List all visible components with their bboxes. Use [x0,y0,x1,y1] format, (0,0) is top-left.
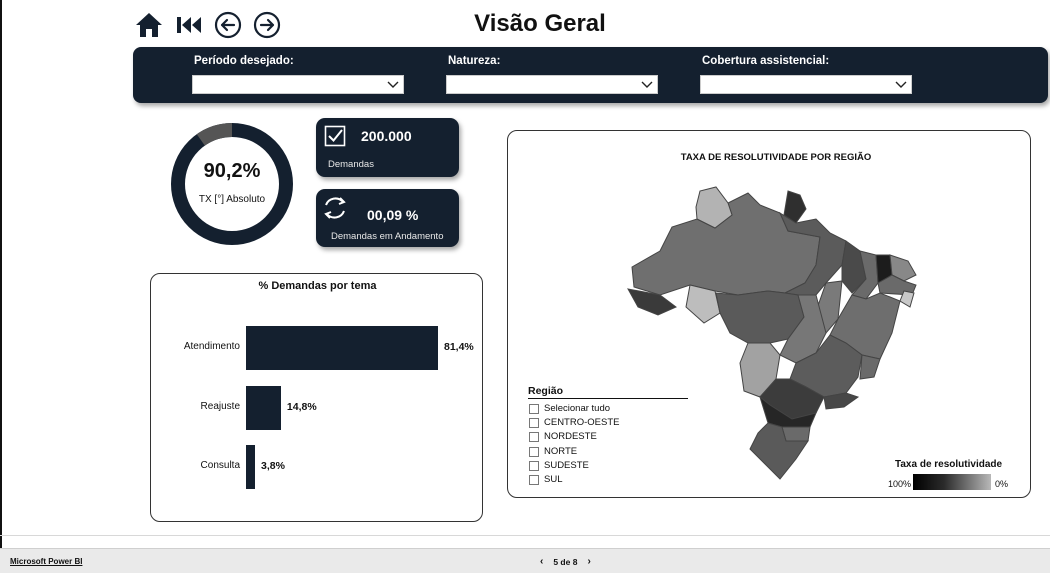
checkbox[interactable] [529,460,539,471]
donut-value: 90,2% [203,160,261,182]
filter-periodo-dropdown[interactable] [192,75,404,94]
region-option-sul[interactable]: SUL [529,474,562,485]
bar-value-label: 14,8% [286,401,317,413]
bar-reajuste[interactable] [246,386,281,430]
map-state-santa-catarina[interactable] [781,426,811,442]
bar-category-label: Consulta [200,460,240,471]
power-bi-link[interactable]: Microsoft Power BI [10,557,83,566]
filter-periodo-label: Período desejado: [194,55,294,67]
chevron-down-icon [641,81,653,88]
report-footer: Microsoft Power BI ‹ 5 de 8 › [0,548,1050,573]
filter-natureza-dropdown[interactable] [446,75,658,94]
checkbox[interactable] [529,403,539,414]
map-state-rn-pb[interactable] [889,254,917,282]
filter-cobertura-label: Cobertura assistencial: [702,55,830,67]
filter-natureza: Natureza: [446,55,658,94]
first-page-icon[interactable] [174,10,204,40]
map-state-roraima[interactable] [695,186,733,229]
region-option-label: SUL [544,474,563,485]
page-title: Visão Geral [474,10,606,37]
back-icon[interactable] [213,10,243,40]
checkbox[interactable] [529,446,539,457]
map-state-espirito-santo[interactable] [859,354,881,380]
kpi-demandas-card[interactable]: 200.000 Demandas [316,118,459,177]
forward-icon[interactable] [252,10,282,40]
map-state-rio-de-janeiro[interactable] [823,392,860,410]
region-option-centro-oeste[interactable]: CENTRO-OESTE [529,417,619,428]
filter-cobertura-dropdown[interactable] [700,75,912,94]
region-option-label: Selecionar tudo [544,403,611,414]
bar-value-label: 81,4% [444,341,474,353]
map-state-rio-grande-do-sul[interactable] [749,422,809,480]
donut-track [171,123,293,245]
region-option-norte[interactable]: NORTE [529,446,577,457]
page-indicator: 5 de 8 [553,556,578,567]
map-state-amapa[interactable] [783,190,807,224]
map-state-alagoas-sergipe[interactable] [899,290,915,308]
kpi-demandas-value: 200.000 [361,128,412,144]
region-option-sudeste[interactable]: SUDESTE [529,460,589,471]
chevron-down-icon [895,81,907,88]
resolutividade-donut[interactable] [170,122,294,246]
color-scale-title: Taxa de resolutividade [895,459,1003,470]
donut-label: TX [°] Absoluto [198,194,266,205]
brazil-map[interactable] [620,183,925,483]
map-title: TAXA DE RESOLUTIVIDADE POR REGIÃO [680,152,872,163]
bar-category-label: Atendimento [183,341,240,352]
kpi-demandas-label: Demandas [328,159,374,170]
refresh-icon [324,197,346,219]
bar-atendimento[interactable] [246,326,438,370]
color-scale-min-label: 100% [888,479,912,489]
map-state-acre[interactable] [627,288,677,316]
bar-consulta[interactable] [246,445,255,489]
donut-remaining-arc [196,123,233,146]
region-option-nordeste[interactable]: NORDESTE [529,431,597,442]
footer-divider [0,535,1050,536]
kpi-andamento-value: 00,09 % [367,207,419,223]
kpi-andamento-card[interactable]: 00,09 % Demandas em Andamento [316,189,459,247]
home-icon[interactable] [134,10,164,40]
checkbox[interactable] [529,417,539,428]
region-option-label: SUDESTE [544,460,589,471]
bar-value-label: 3,8% [261,460,285,472]
window-edge [0,0,2,573]
color-scale-gradient [913,474,991,490]
filter-natureza-label: Natureza: [448,55,501,67]
region-option-label: NORTE [544,446,578,457]
previous-page-button[interactable]: ‹ [540,556,544,567]
chevron-down-icon [387,81,399,88]
page-navigator: ‹ 5 de 8 › [540,556,591,567]
region-legend-title: Região [528,385,564,397]
check-icon [324,125,346,147]
next-page-button[interactable]: › [587,556,591,567]
region-option-label: NORDESTE [544,431,597,442]
checkbox[interactable] [529,474,539,485]
region-legend-divider [528,398,688,399]
checkbox[interactable] [529,431,539,442]
region-option-selecionar-tudo[interactable]: Selecionar tudo [529,403,610,414]
bar-category-label: Reajuste [200,401,240,412]
filter-periodo: Período desejado: [192,55,404,94]
kpi-andamento-label: Demandas em Andamento [331,231,444,242]
demandas-por-tema-card: % Demandas por tema [150,273,483,522]
demandas-chart-title: % Demandas por tema [258,280,377,292]
color-scale-max-label: 0% [995,479,1009,489]
filter-bar: Período desejado: Natureza: Cobertura as… [133,47,1048,103]
filter-cobertura: Cobertura assistencial: [700,55,912,94]
map-state-rondonia[interactable] [685,284,721,324]
region-option-label: CENTRO-OESTE [544,417,620,428]
